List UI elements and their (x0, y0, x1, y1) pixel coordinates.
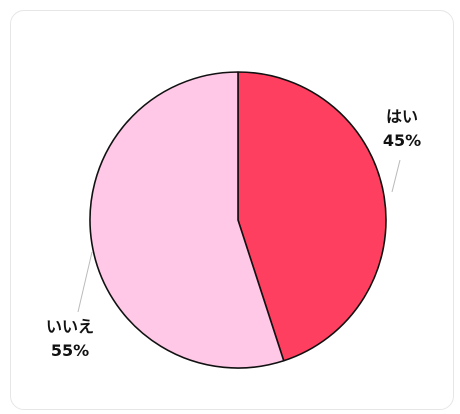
leader-line-2 (77, 251, 93, 313)
leader-line-1 (391, 159, 401, 193)
slice-value-label-2: 55% (51, 341, 89, 360)
slice-value-label-1: 45% (383, 131, 421, 150)
pie-slice-1 (237, 71, 387, 362)
slice-label-2: いいえ (46, 317, 94, 336)
slice-label-1: はい (386, 107, 418, 126)
pie-slice-2 (89, 71, 285, 369)
